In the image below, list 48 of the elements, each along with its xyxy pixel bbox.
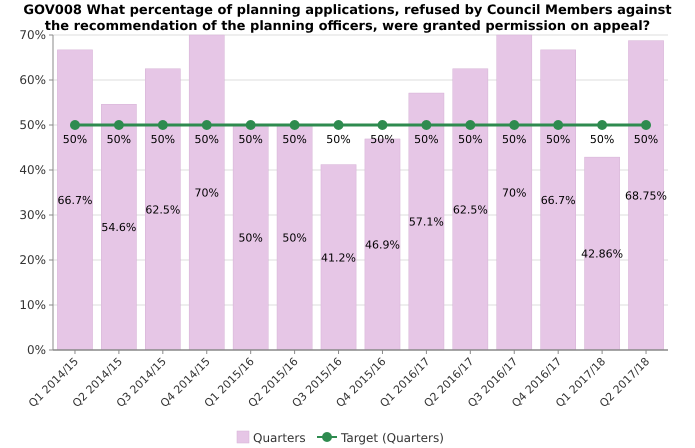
data-label: 70% [502, 186, 526, 200]
y-tick-label: 0% [26, 343, 46, 357]
bar [452, 68, 488, 350]
data-label: 50% [150, 133, 176, 146]
y-tick-label: 10% [19, 298, 46, 312]
bar [540, 50, 576, 350]
data-label: 50% [282, 133, 307, 146]
data-label: 54.6% [101, 221, 136, 234]
bar [232, 124, 268, 350]
bar [145, 68, 181, 350]
legend-label: Quarters [253, 431, 306, 445]
bar [276, 124, 312, 350]
data-label: 50% [238, 133, 263, 146]
y-tick-label: 50% [19, 118, 46, 132]
data-label: 50% [546, 133, 570, 146]
data-label: 41.2% [321, 251, 356, 264]
y-tick-label: 20% [19, 253, 46, 267]
data-label: 50% [238, 232, 263, 244]
y-tick-label: 60% [19, 73, 46, 87]
data-label: 50% [458, 133, 483, 146]
data-label: 66.7% [57, 194, 92, 207]
data-label: 68.75% [625, 189, 668, 202]
bar [320, 164, 356, 350]
bar [188, 34, 225, 350]
legend-label: Target (Quarters) [340, 431, 444, 445]
data-label: 50% [414, 133, 439, 146]
data-label: 50% [282, 232, 307, 244]
data-label: 70% [194, 186, 219, 200]
y-tick-label: 30% [19, 208, 46, 222]
data-label: 50% [194, 133, 219, 146]
bar [101, 104, 137, 350]
data-label: 50% [62, 133, 88, 146]
data-label: 66.7% [540, 194, 576, 207]
data-label: 50% [502, 133, 526, 146]
data-label: 50% [590, 133, 614, 146]
data-label: 50% [326, 133, 351, 146]
data-label: 50% [106, 133, 132, 146]
bar [496, 34, 532, 350]
bar [57, 50, 93, 350]
data-label: 62.5% [145, 203, 180, 216]
y-tick-label: 40% [19, 163, 46, 177]
data-label: 46.9% [364, 238, 400, 252]
data-label: 57.1% [408, 216, 444, 229]
data-label: 50% [370, 133, 395, 146]
data-label: 42.86% [581, 248, 624, 261]
data-label: 62.5% [452, 203, 488, 216]
bar [408, 92, 444, 350]
data-label: 50% [634, 133, 658, 146]
